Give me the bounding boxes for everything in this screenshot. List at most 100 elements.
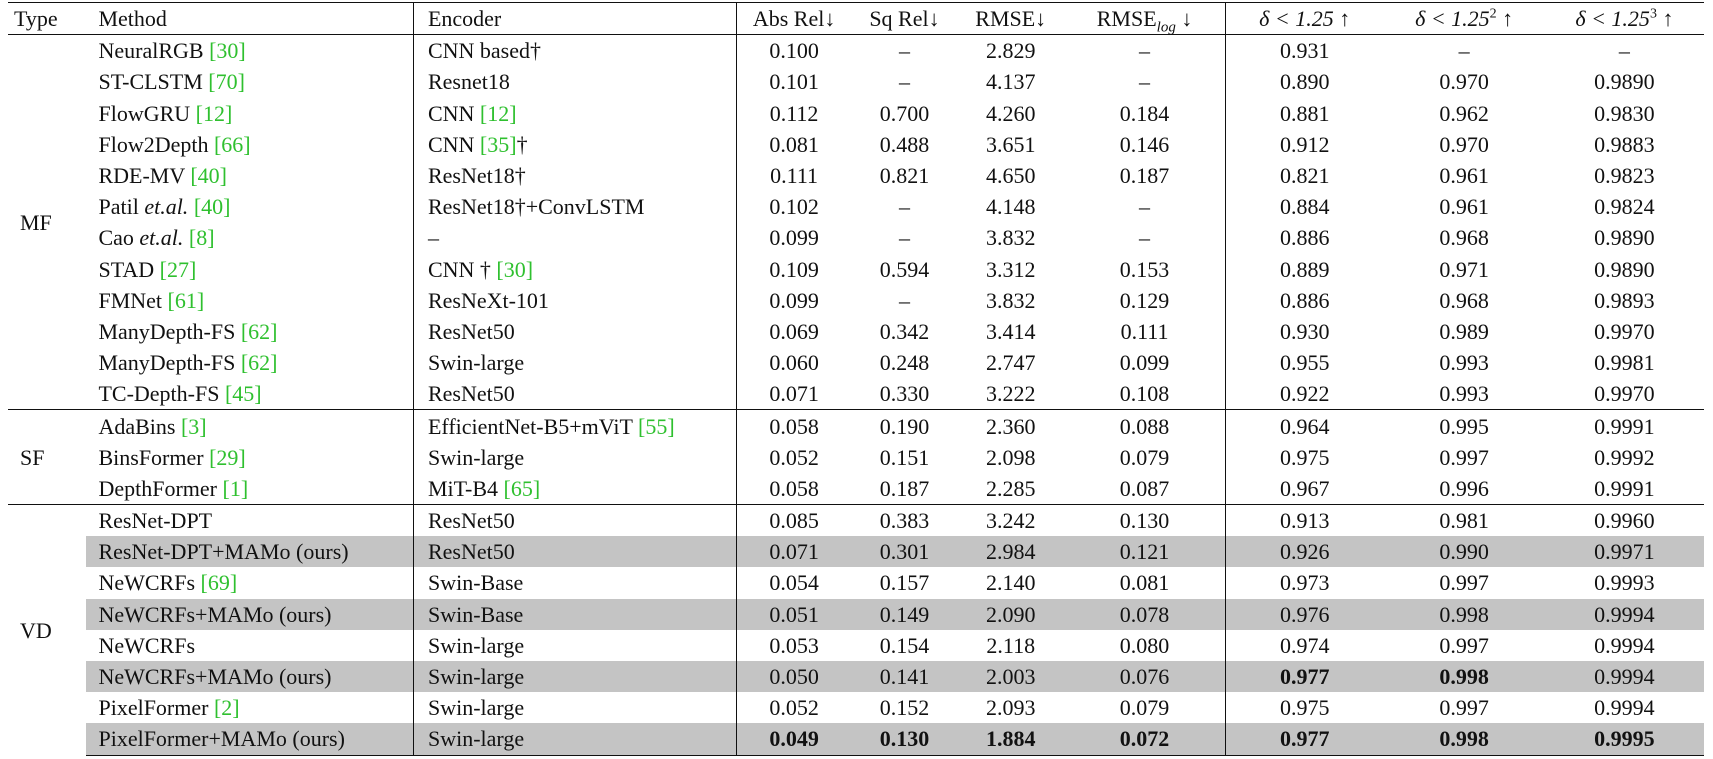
table-row: NeWCRFs [69] Swin-Base 0.054 0.157 2.140 0.08… <box>8 567 1704 599</box>
metric-d2: 0.998 <box>1383 660 1545 693</box>
method-cell: NeWCRFs+MAMo (ours) <box>86 598 414 630</box>
encoder-name: ResNet50 <box>427 381 515 407</box>
encoder-cell: Swin-large <box>413 660 737 693</box>
metric-d1: 0.977 <box>1225 723 1384 756</box>
encoder-name: ResNet18† <box>427 163 526 189</box>
metric-d1: 0.974 <box>1279 632 1330 658</box>
metric-rmse: 3.242 <box>957 504 1065 537</box>
method-name: ManyDepth-FS <box>98 318 241 344</box>
citation-link[interactable]: [30] <box>496 256 534 282</box>
encoder-cell: Swin-large <box>413 441 737 473</box>
citation-link[interactable]: [61] <box>167 287 205 313</box>
citation-link[interactable]: [65] <box>503 475 541 501</box>
method-name: TC-Depth-FS <box>98 381 225 407</box>
method-name: PixelFormer <box>98 695 214 721</box>
citation-link[interactable]: [3] <box>180 413 207 439</box>
encoder-suffix: † <box>516 131 528 157</box>
citation-link[interactable]: [12] <box>479 100 517 126</box>
metric-abs-rel: 0.111 <box>770 163 819 189</box>
metric-rmse-log: 0.146 <box>1064 128 1226 160</box>
encoder-cell: EfficientNet-B5+mViT [55] <box>413 409 737 442</box>
metric-rmse-log: – <box>1064 191 1226 223</box>
citation-link[interactable]: [27] <box>159 256 197 282</box>
citation-link[interactable]: [2] <box>213 695 240 721</box>
encoder-name: Swin-large <box>427 350 525 376</box>
header-row: Type Method Encoder Abs Rel↓ Sq Rel↓ RMS… <box>8 1 1704 36</box>
metric-rmse-log: 0.072 <box>1064 723 1226 756</box>
metric-d3: 0.9824 <box>1594 194 1655 220</box>
citation-link[interactable]: [35] <box>479 131 517 157</box>
metric-rmse-log: – <box>1064 66 1226 98</box>
metric-d2: 0.971 <box>1439 256 1489 282</box>
metric-d2: 0.989 <box>1439 318 1489 344</box>
metric-rmse-log: 0.187 <box>1064 159 1226 192</box>
citation-link[interactable]: [55] <box>638 413 675 439</box>
metric-d1: 0.964 <box>1225 409 1384 442</box>
metric-rmse: 2.003 <box>957 660 1065 693</box>
metric-d3: 0.9971 <box>1544 536 1704 568</box>
metric-sq-rel: – <box>898 225 910 251</box>
header-encoder: Encoder <box>413 1 737 36</box>
metric-rmse: 2.093 <box>985 695 1036 721</box>
method-cell: ST-CLSTM [70] <box>86 66 414 98</box>
metric-abs-rel: 0.051 <box>736 598 852 630</box>
metric-rmse: 2.090 <box>957 598 1065 630</box>
metric-d3: 0.9883 <box>1594 131 1655 157</box>
metric-d3: 0.9960 <box>1544 504 1704 537</box>
encoder-cell: Swin-Base <box>413 567 737 599</box>
encoder-name: Swin-large <box>427 444 525 470</box>
method-cell: ResNet-DPT+MAMo (ours) <box>86 536 414 568</box>
header-delta-2: δ < 1.252 ↑ <box>1383 1 1545 36</box>
citation-link[interactable]: [1] <box>222 475 249 501</box>
method-name: Cao <box>98 225 140 251</box>
citation-link[interactable]: [62] <box>240 350 278 376</box>
encoder-cell: CNN † [30] <box>413 253 737 285</box>
metric-rmse-log: 0.088 <box>1064 409 1226 442</box>
citation-link[interactable]: [69] <box>200 570 238 596</box>
method-name: ResNet-DPT <box>98 508 213 534</box>
encoder-cell: Swin-large <box>413 347 737 379</box>
metric-abs-rel: 0.100 <box>736 34 852 67</box>
metric-d2: 0.981 <box>1383 504 1545 537</box>
citation-link[interactable]: [45] <box>224 381 262 407</box>
citation-link[interactable]: [29] <box>209 444 246 470</box>
metric-abs-rel: 0.058 <box>736 409 852 442</box>
citation-link[interactable]: [66] <box>213 131 251 157</box>
header-abs-rel: Abs Rel↓ <box>736 1 852 36</box>
table-row: NeWCRFs+MAMo (ours) Swin-Base 0.051 0.149 2.… <box>8 598 1704 630</box>
method-cell: DepthFormer [1] <box>86 472 414 505</box>
citation-link[interactable]: [30] <box>209 38 246 64</box>
metric-sq-rel: 0.152 <box>879 695 930 721</box>
encoder-name: ResNet50 <box>427 539 515 565</box>
method-name: Flow2Depth <box>98 131 214 157</box>
encoder-cell: CNN [35]† <box>413 128 737 160</box>
metric-d3: 0.9991 <box>1544 409 1704 442</box>
citation-link[interactable]: [40] <box>193 194 231 220</box>
method-cell: STAD [27] <box>86 253 414 285</box>
metric-sq-rel: 0.821 <box>879 163 930 189</box>
metric-d1: 0.890 <box>1279 69 1330 95</box>
metric-sq-rel: – <box>851 34 958 67</box>
metric-abs-rel: 0.102 <box>769 194 819 220</box>
citation-link[interactable]: [8] <box>188 225 215 251</box>
method-cell: NeWCRFs <box>86 629 414 661</box>
encoder-cell: ResNet50 <box>413 315 737 348</box>
metric-d1: 0.821 <box>1279 163 1330 189</box>
citation-link[interactable]: [12] <box>195 100 233 126</box>
metric-sq-rel: 0.248 <box>879 350 930 376</box>
metric-sq-rel: 0.342 <box>879 318 930 344</box>
method-name: FlowGRU <box>98 100 196 126</box>
table-row: PixelFormer+MAMo (ours) Swin-large 0.049 0.… <box>8 723 1704 756</box>
method-name: NeWCRFs <box>98 570 201 596</box>
metric-d2: 0.961 <box>1439 163 1489 189</box>
citation-link[interactable]: [62] <box>240 318 278 344</box>
metric-rmse: 4.137 <box>985 69 1036 95</box>
encoder-cell: MiT-B4 [65] <box>413 472 737 505</box>
encoder-cell: ResNet50 <box>413 536 737 568</box>
method-name: NeuralRGB <box>98 38 210 64</box>
metric-rmse-log: 0.111 <box>1064 315 1226 348</box>
citation-link[interactable]: [70] <box>208 69 245 95</box>
metric-d3: 0.9890 <box>1594 225 1655 251</box>
metric-d3: 0.9995 <box>1544 723 1704 756</box>
citation-link[interactable]: [40] <box>190 163 228 189</box>
